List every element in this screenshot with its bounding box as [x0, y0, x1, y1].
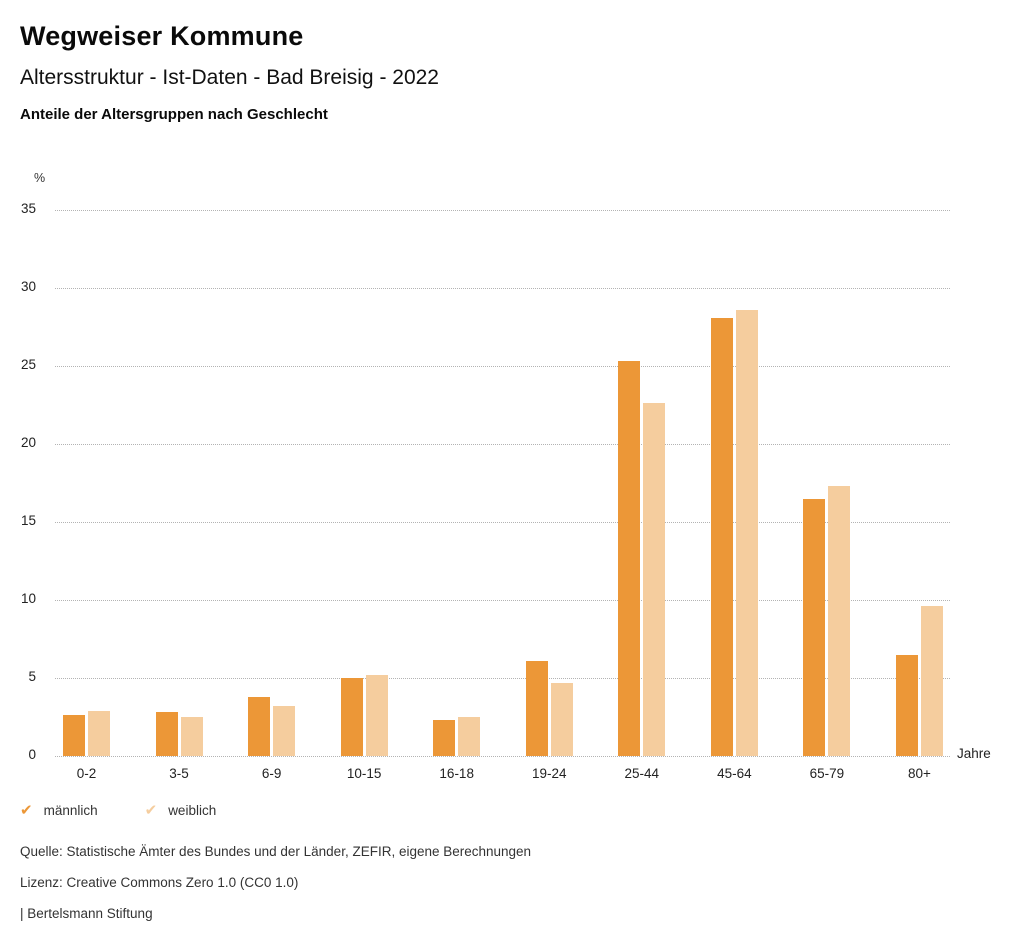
x-axis-tick-label-0-2: 0-2 [76, 766, 97, 781]
x-axis-tick-label-16-18: 16-18 [439, 766, 474, 781]
y-axis-tick-label-30: 30 [20, 279, 36, 294]
bar-weiblich-65-79[interactable] [828, 486, 851, 756]
y-axis-unit-label: % [34, 171, 46, 185]
attribution-text: | Bertelsmann Stiftung [20, 906, 153, 921]
bar-männlich-25-44[interactable] [618, 361, 641, 756]
x-axis-tick-label-10-15: 10-15 [346, 766, 382, 781]
gridline-30 [55, 288, 950, 289]
chart-legend: ✔ männlich ✔ weiblich [20, 803, 216, 818]
gridline-25 [55, 366, 950, 367]
x-axis-tick-label-45-64: 45-64 [717, 766, 752, 781]
bar-männlich-10-15[interactable] [340, 678, 363, 756]
gridline-5 [55, 678, 950, 679]
bar-weiblich-3-5[interactable] [180, 717, 203, 756]
chart-subtitle: Altersstruktur - Ist-Daten - Bad Breisig… [20, 66, 439, 89]
y-axis-tick-label-20: 20 [20, 435, 36, 450]
bar-männlich-65-79[interactable] [803, 498, 826, 756]
legend-label-weiblich: weiblich [168, 803, 217, 818]
x-axis-tick-label-3-5: 3-5 [169, 766, 189, 781]
bar-weiblich-10-15[interactable] [365, 674, 388, 756]
x-axis-tick-label-19-24: 19-24 [531, 766, 567, 781]
x-axis-tick-label-6-9: 6-9 [261, 766, 282, 781]
legend-item-weiblich[interactable]: ✔ weiblich [145, 803, 217, 818]
bar-weiblich-16-18[interactable] [458, 717, 481, 756]
chart-heading: Anteile der Altersgruppen nach Geschlech… [20, 106, 328, 123]
gridline-35 [55, 210, 950, 211]
source-text: Quelle: Statistische Ämter des Bundes un… [20, 844, 532, 859]
y-axis-tick-label-35: 35 [20, 201, 36, 216]
legend-item-maennlich[interactable]: ✔ männlich [20, 803, 98, 818]
bar-männlich-80+[interactable] [895, 654, 918, 756]
check-icon: ✔ [20, 802, 33, 819]
gridline-10 [55, 600, 950, 601]
y-axis-tick-label-10: 10 [20, 591, 36, 606]
y-axis-tick-label-5: 5 [28, 669, 36, 684]
bar-weiblich-19-24[interactable] [550, 682, 573, 756]
legend-label-maennlich: männlich [43, 803, 98, 818]
x-axis-tick-label-25-44: 25-44 [624, 766, 660, 781]
y-axis-tick-label-0: 0 [28, 747, 36, 762]
bar-männlich-16-18[interactable] [433, 720, 456, 756]
y-axis-tick-label-15: 15 [20, 513, 36, 528]
x-axis-unit-label: Jahre [957, 746, 991, 761]
page-title: Wegweiser Kommune [20, 21, 304, 51]
bar-männlich-6-9[interactable] [248, 696, 271, 756]
bar-weiblich-6-9[interactable] [273, 706, 296, 756]
check-icon: ✔ [144, 802, 158, 819]
y-axis-tick-label-25: 25 [20, 357, 36, 372]
license-text: Lizenz: Creative Commons Zero 1.0 (CC0 1… [20, 875, 299, 890]
bar-männlich-45-64[interactable] [710, 317, 733, 756]
gridline-20 [55, 444, 950, 445]
bar-weiblich-80+[interactable] [920, 606, 943, 756]
bar-weiblich-25-44[interactable] [643, 403, 666, 756]
bar-männlich-0-2[interactable] [63, 715, 85, 756]
x-axis-tick-label-80+: 80+ [907, 766, 931, 781]
x-axis-tick-label-65-79: 65-79 [809, 766, 845, 781]
bar-weiblich-0-2[interactable] [88, 710, 110, 756]
gridline-15 [55, 522, 950, 523]
gridline-0 [55, 756, 950, 757]
bar-männlich-19-24[interactable] [525, 660, 548, 756]
bar-weiblich-45-64[interactable] [735, 309, 758, 756]
bar-männlich-3-5[interactable] [155, 712, 178, 756]
